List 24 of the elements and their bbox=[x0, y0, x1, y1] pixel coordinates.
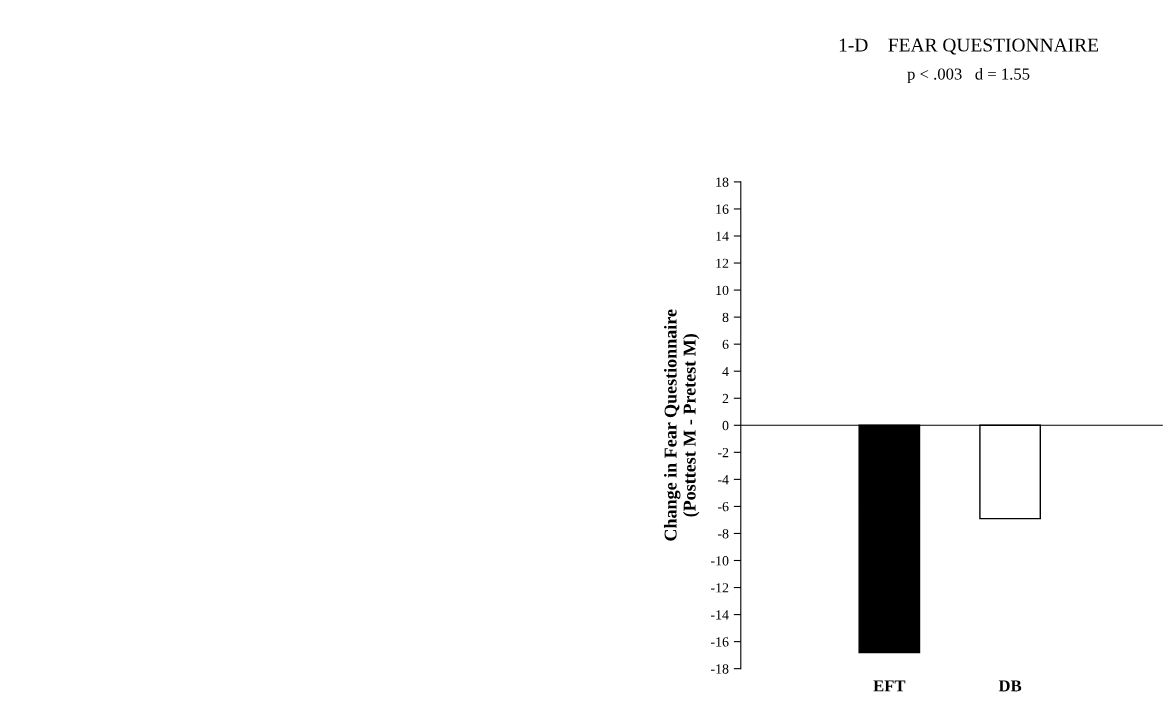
y-tick-label: 2 bbox=[722, 393, 729, 404]
y-tick-label: -12 bbox=[710, 583, 729, 593]
y-tick-label: -6 bbox=[717, 502, 729, 512]
y-tick-label: -16 bbox=[710, 637, 729, 647]
y-tick-label: 10 bbox=[716, 285, 729, 296]
y-tick-label: 18 bbox=[716, 177, 729, 187]
y-tick-label: 8 bbox=[722, 312, 729, 323]
y-tick-label: 4 bbox=[722, 366, 729, 377]
y-tick-label: 12 bbox=[716, 258, 729, 268]
y-tick-label: -8 bbox=[717, 529, 729, 539]
y-tick-label: 0 bbox=[722, 420, 729, 431]
y-tick-label: 6 bbox=[722, 339, 729, 350]
y-axis-title: Change in Fear Questionnaire (Posttest M - Pretest M) bbox=[663, 309, 700, 541]
chart-subtitle: p < .003 d = 1.55 bbox=[907, 67, 1030, 84]
y-tick-label: -2 bbox=[717, 447, 729, 458]
y-tick-label: -4 bbox=[717, 475, 729, 485]
x-tick-label: DB bbox=[998, 680, 1022, 692]
x-tick-label: EFT bbox=[873, 680, 906, 692]
y-tick-label: -14 bbox=[710, 610, 729, 620]
y-tick-label: -10 bbox=[710, 556, 729, 566]
y-tick-label: 16 bbox=[716, 204, 729, 214]
chart-title: 1-D FEAR QUESTIONNAIRE bbox=[839, 38, 1099, 55]
y-tick-label: 14 bbox=[716, 231, 729, 241]
y-tick-label: -18 bbox=[710, 664, 729, 674]
